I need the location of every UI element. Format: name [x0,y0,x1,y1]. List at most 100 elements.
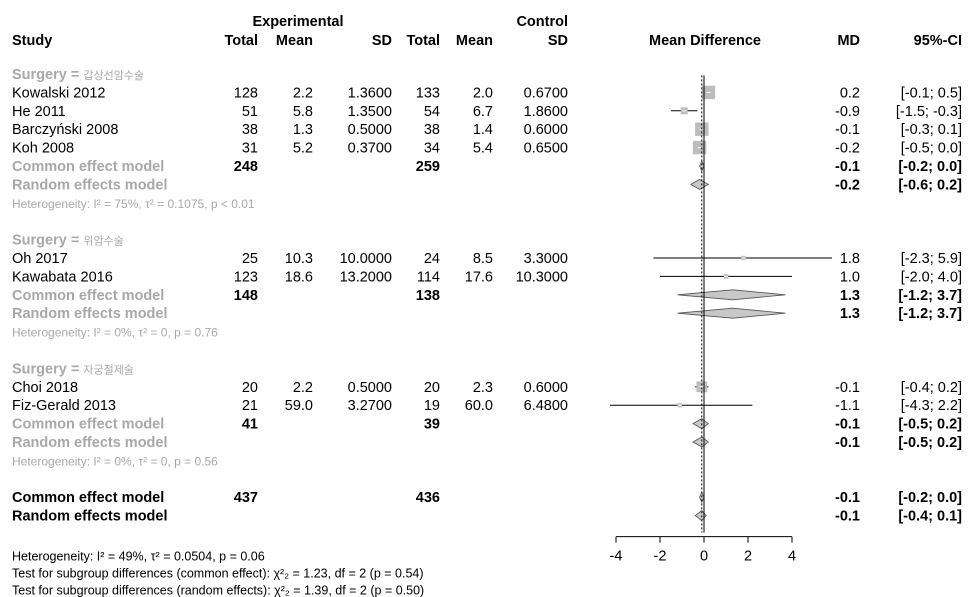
ctrl-mean: 1.4 [473,122,493,138]
header-mean-difference: Mean Difference [649,33,761,49]
exp-total-sum: 148 [234,288,258,304]
study-name: Fiz-Gerald 2013 [12,398,116,414]
subgroup-prefix: Surgery = [12,67,83,83]
exp-sd: 1.3500 [348,104,392,120]
header-md: MD [837,33,860,49]
ci-value: [-2.3; 5.9] [901,251,962,267]
ctrl-total: 19 [424,398,440,414]
subgroup-label: Surgery = 위암수술 [12,233,124,249]
pooled-md-value: -0.1 [835,509,860,525]
exp-total: 128 [234,85,258,101]
exp-total: 20 [242,380,258,396]
pooled-ci-value: [-0.5; 0.2] [898,417,962,433]
pooled-md-value: -0.1 [835,159,860,175]
common-effect-diamond [692,418,710,430]
md-value: 1.0 [840,269,860,285]
footer-line: Heterogeneity: I² = 49%, τ² = 0.0504, p … [12,550,265,564]
exp-sd: 3.2700 [348,398,392,414]
exp-mean: 18.6 [285,269,313,285]
study-name: Choi 2018 [12,380,78,396]
exp-mean: 1.3 [293,122,313,138]
header-control: Control [516,14,568,30]
exp-mean: 2.2 [293,380,313,396]
ci-value: [-1.5; -0.3] [896,104,962,120]
header-exp-mean: Mean [276,33,313,49]
md-value: -0.2 [835,141,860,157]
exp-total-sum: 41 [242,417,258,433]
pooled-ci-value: [-0.2; 0.0] [898,159,962,175]
study-name: Barczyński 2008 [12,122,118,138]
ctrl-sd: 0.6500 [524,141,568,157]
ci-value: [-4.3; 2.2] [901,398,962,414]
x-tick-label: 2 [744,549,752,565]
exp-total: 51 [242,104,258,120]
ci-value: [-2.0; 4.0] [901,269,962,285]
ctrl-total: 34 [424,141,440,157]
pooled-ci-value: [-1.2; 3.7] [898,288,962,304]
study-name: Koh 2008 [12,141,74,157]
exp-sd: 0.5000 [348,380,392,396]
ctrl-total: 38 [424,122,440,138]
exp-sd: 0.3700 [348,141,392,157]
subgroup-label: Surgery = 자궁절제술 [12,361,134,377]
heterogeneity-text: Heterogeneity: I² = 0%, τ² = 0, p = 0.76 [12,326,218,340]
random-effects-diamond [689,178,710,190]
random-effects-diamond [692,436,710,448]
pooled-md-value: -0.1 [835,417,860,433]
common-effect-label: Common effect model [12,490,164,506]
header-ctrl-mean: Mean [456,33,493,49]
pooled-ci-value: [-1.2; 3.7] [898,306,962,322]
ctrl-mean: 8.5 [473,251,493,267]
footer-stats: Heterogeneity: I² = 49%, τ² = 0.0504, p … [12,550,424,597]
x-tick-label: 0 [700,549,708,565]
header-experimental: Experimental [252,14,343,30]
plot-area: -4 -2 0 2 4 [610,75,832,565]
exp-sd: 10.0000 [340,251,392,267]
ctrl-sd: 3.3000 [524,251,568,267]
exp-mean: 59.0 [285,398,313,414]
exp-total: 21 [242,398,258,414]
header-ctrl-total: Total [406,33,440,49]
footer-line: Test for subgroup differences (random ef… [12,584,424,597]
ctrl-total: 114 [417,269,440,285]
ctrl-total-sum: 39 [424,417,440,433]
ctrl-sd: 1.8600 [524,104,568,120]
pooled-md-value: -0.1 [835,435,860,451]
exp-total-sum: 437 [234,490,258,506]
ctrl-sd: 0.6000 [524,122,568,138]
ctrl-mean: 17.6 [465,269,493,285]
header-study: Study [12,33,52,49]
ctrl-total-sum: 138 [416,288,440,304]
common-effect-diamond [699,160,705,172]
random-effects-label: Random effects model [12,177,168,193]
ctrl-mean: 5.4 [473,141,493,157]
ctrl-total: 54 [424,104,440,120]
column-headers: Experimental Control Study Total Mean SD… [12,14,962,49]
header-exp-total: Total [224,33,258,49]
header-ctrl-sd: SD [548,33,568,49]
heterogeneity-text: Heterogeneity: I² = 0%, τ² = 0, p = 0.56 [12,454,218,468]
random-effects-label: Random effects model [12,435,168,451]
exp-sd: 0.5000 [348,122,392,138]
md-value: -0.9 [835,104,860,120]
heterogeneity-text: Heterogeneity: I² = 75%, τ² = 0.1075, p … [12,197,255,211]
subgroup-prefix: Surgery = [12,361,83,377]
ctrl-mean: 2.0 [473,85,493,101]
random-effects-diamond [694,510,707,522]
ctrl-sd: 6.4800 [524,398,568,414]
study-name: He 2011 [12,104,66,120]
exp-mean: 5.2 [293,141,313,157]
random-effects-diamond [677,307,786,319]
pooled-ci-value: [-0.4; 0.1] [898,509,962,525]
pooled-md-value: 1.3 [840,306,860,322]
pooled-md-value: 1.3 [840,288,860,304]
exp-total: 31 [242,141,258,157]
exp-total-sum: 248 [234,159,258,175]
exp-total: 38 [242,122,258,138]
subgroup-label: Surgery = 갑상선암수술 [12,67,144,83]
ctrl-sd: 0.6700 [524,85,568,101]
md-value: -0.1 [835,122,860,138]
ctrl-total: 20 [424,380,440,396]
ctrl-mean: 2.3 [473,380,493,396]
ctrl-sd: 10.3000 [516,269,568,285]
